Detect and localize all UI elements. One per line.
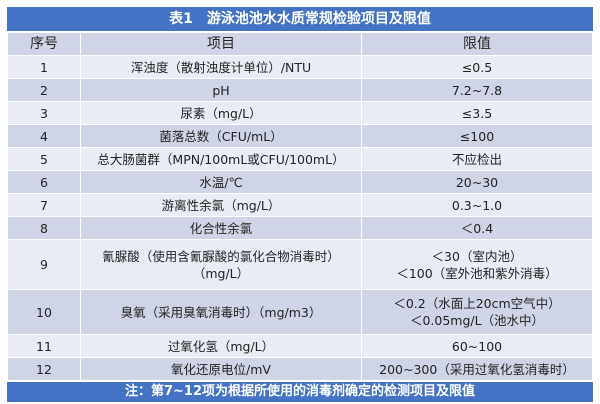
row-number-text: 3 (40, 105, 48, 121)
row-number: 12 (7, 357, 81, 381)
row-number: 3 (7, 101, 81, 125)
table-row: 6 水温/℃ 20~30 (7, 170, 593, 194)
row-item-text: 臭氧（采用臭氧消毒时）（mg/m3） (120, 304, 322, 320)
row-limit-text: 20~30 (455, 174, 499, 190)
table-row: 12 氧化还原电位/mV 200~300（采用过氧化氢消毒时） (7, 357, 593, 381)
table-row: 7 游离性余氯（mg/L） 0.3~1.0 (7, 193, 593, 217)
row-item: 水温/℃ (80, 170, 362, 194)
row-item: 臭氧（采用臭氧消毒时）（mg/m3） (80, 289, 362, 335)
row-number-text: 2 (40, 82, 48, 98)
row-limit-text: ＜0.05mg/L（池水中） (409, 313, 545, 328)
row-limit-text: 200~300（采用过氧化氢消毒时） (379, 361, 575, 377)
row-limit: ≤0.5 (361, 55, 593, 79)
row-item-text: 总大肠菌群（MPN/100mL或CFU/100mL） (97, 151, 345, 167)
row-limit: ≤100 (361, 124, 593, 148)
row-limit: ＜0.4 (361, 216, 593, 240)
row-number-text: 11 (36, 338, 52, 354)
row-item: 浑浊度（散射浊度计单位）/NTU (80, 55, 362, 79)
row-item-text: 游离性余氯（mg/L） (161, 197, 281, 213)
row-limit: 60~100 (361, 334, 593, 358)
table-note: 注：第7~12项为根据所使用的消毒剂确定的检测项目及限值 (7, 381, 593, 402)
row-number: 7 (7, 193, 81, 217)
row-limit-text: ≤3.5 (461, 105, 493, 121)
row-item-text: pH (212, 82, 230, 98)
row-limit: 200~300（采用过氧化氢消毒时） (361, 357, 593, 381)
row-item-text: 水温/℃ (199, 174, 243, 190)
row-number: 11 (7, 334, 81, 358)
row-number: 8 (7, 216, 81, 240)
table-row: 2 pH 7.2~7.8 (7, 78, 593, 102)
row-limit: ≤3.5 (361, 101, 593, 125)
row-item: pH (80, 78, 362, 102)
header-row: 序号 项目 限值 (7, 32, 593, 56)
row-item: 化合性余氯 (80, 216, 362, 240)
row-item: 游离性余氯（mg/L） (80, 193, 362, 217)
row-limit-text: ＜0.2（水面上20cm空气中） (393, 296, 561, 311)
row-item-text: 菌落总数（CFU/mL） (159, 128, 283, 144)
row-item-text: 浑浊度（散射浊度计单位）/NTU (130, 59, 312, 75)
row-number-text: 7 (40, 197, 48, 213)
header-limit: 限值 (361, 32, 593, 56)
row-limit-text: 0.3~1.0 (451, 197, 503, 213)
row-limit-text: 7.2~7.8 (451, 82, 503, 98)
table: 序号 项目 限值 1 浑浊度（散射浊度计单位）/NTU ≤0.5 2 pH 7.2~7.8… (7, 32, 593, 381)
row-limit-text: 60~100 (451, 338, 503, 354)
row-limit: 0.3~1.0 (361, 193, 593, 217)
row-limit-text: ＜0.4 (460, 220, 494, 236)
table-row: 8 化合性余氯 ＜0.4 (7, 216, 593, 240)
row-number-text: 4 (40, 128, 48, 144)
row-item-text: 过氧化氢（mg/L） (167, 338, 275, 354)
row-number: 2 (7, 78, 81, 102)
row-item: 氧化还原电位/mV (80, 357, 362, 381)
row-limit: 7.2~7.8 (361, 78, 593, 102)
row-item-text: 氰脲酸（使用含氰脲酸的氯化合物消毒时） (102, 248, 340, 264)
table-row: 10 臭氧（采用臭氧消毒时）（mg/m3） ＜0.2（水面上20cm空气中） ＜0.0… (7, 289, 593, 335)
row-limit-text: 不应检出 (451, 151, 502, 167)
row-number-text: 12 (36, 361, 52, 377)
table-row: 1 浑浊度（散射浊度计单位）/NTU ≤0.5 (7, 55, 593, 79)
row-item: 氰脲酸（使用含氰脲酸的氯化合物消毒时） （mg/L） (80, 239, 362, 290)
header-no: 序号 (7, 32, 81, 56)
row-number-text: 5 (40, 151, 48, 167)
row-item: 过氧化氢（mg/L） (80, 334, 362, 358)
row-number: 10 (7, 289, 81, 335)
row-limit-text: ≤100 (459, 128, 495, 144)
row-item: 菌落总数（CFU/mL） (80, 124, 362, 148)
row-item: 尿素（mg/L） (80, 101, 362, 125)
row-item-text: 化合性余氯 (189, 220, 253, 236)
row-number: 4 (7, 124, 81, 148)
row-number: 6 (7, 170, 81, 194)
row-number-text: 9 (40, 257, 48, 272)
table-row: 11 过氧化氢（mg/L） 60~100 (7, 334, 593, 358)
row-limit-text: ≤0.5 (461, 59, 493, 75)
table-row: 3 尿素（mg/L） ≤3.5 (7, 101, 593, 125)
table-row: 5 总大肠菌群（MPN/100mL或CFU/100mL） 不应检出 (7, 147, 593, 171)
row-limit: ＜0.2（水面上20cm空气中） ＜0.05mg/L（池水中） (361, 289, 593, 335)
water-quality-table: 表1 游泳池池水水质常规检验项目及限值 序号 项目 限值 1 浑浊度（散射浊度计单… (7, 7, 593, 402)
row-item-text: （mg/L） (192, 265, 250, 281)
table-title: 表1 游泳池池水水质常规检验项目及限值 (7, 7, 593, 32)
row-number: 9 (7, 239, 81, 290)
row-number: 5 (7, 147, 81, 171)
row-item: 总大肠菌群（MPN/100mL或CFU/100mL） (80, 147, 362, 171)
row-limit: 20~30 (361, 170, 593, 194)
row-limit-text: ＜30（室内池） (431, 248, 523, 264)
row-limit: ＜30（室内池） ＜100（室外池和紫外消毒） (361, 239, 593, 290)
row-item-text: 氧化还原电位/mV (171, 361, 271, 377)
row-item-text: 尿素（mg/L） (180, 105, 262, 121)
row-number-text: 1 (40, 59, 48, 75)
row-number-text: 10 (36, 304, 52, 320)
row-limit: 不应检出 (361, 147, 593, 171)
header-item: 项目 (80, 32, 362, 56)
table-row: 4 菌落总数（CFU/mL） ≤100 (7, 124, 593, 148)
row-number-text: 6 (40, 174, 48, 190)
row-number-text: 8 (40, 220, 48, 236)
table-row: 9 氰脲酸（使用含氰脲酸的氯化合物消毒时） （mg/L） ＜30（室内池） ＜100（室… (7, 239, 593, 290)
row-number: 1 (7, 55, 81, 79)
row-limit-text: ＜100（室外池和紫外消毒） (396, 265, 558, 281)
